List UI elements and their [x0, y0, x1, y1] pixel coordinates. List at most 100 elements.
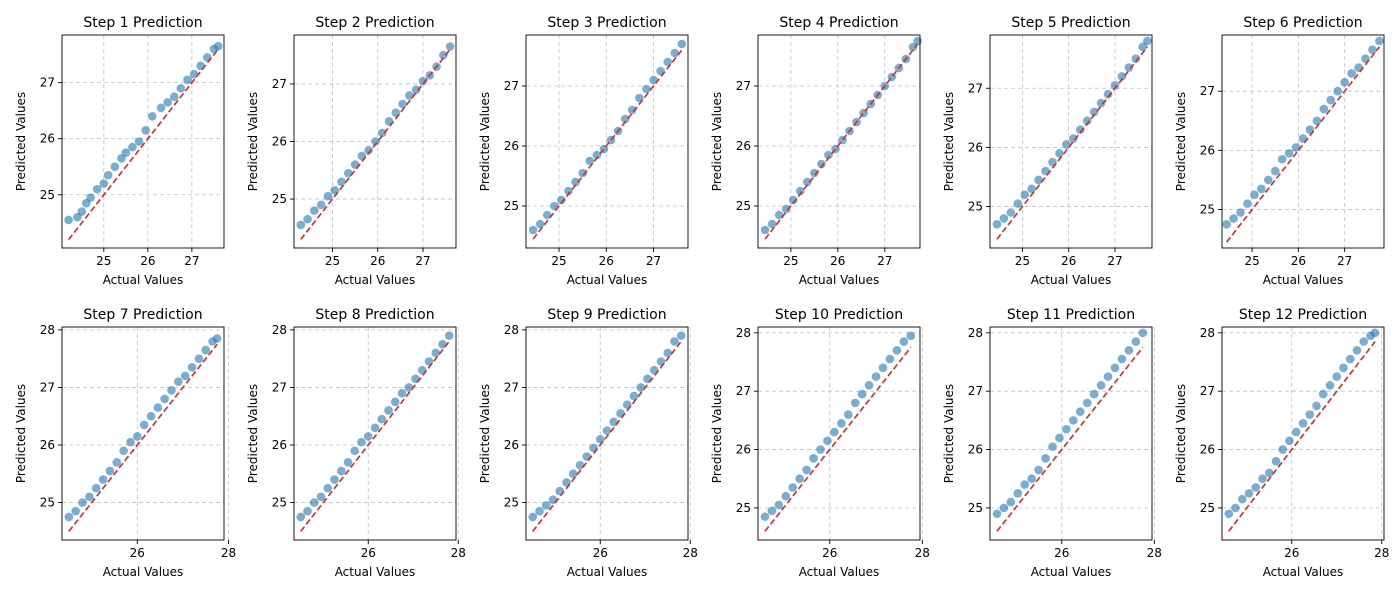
data-point	[1251, 483, 1261, 492]
data-point	[575, 460, 585, 470]
data-point	[91, 483, 101, 493]
identity-line	[996, 346, 1144, 532]
data-point	[557, 195, 566, 205]
data-point	[1138, 328, 1148, 338]
data-point	[535, 506, 544, 516]
y-tick-label: 27	[1200, 84, 1215, 98]
data-point	[105, 466, 115, 476]
data-point	[535, 219, 545, 229]
data-point	[663, 348, 673, 358]
data-point	[64, 215, 73, 225]
subplot-step-1: 25 26 27 25 26 27 Step 1 Prediction Actual Valu…	[14, 15, 225, 287]
data-point	[999, 214, 1009, 223]
data-point	[795, 474, 804, 484]
data-point	[1110, 363, 1120, 373]
data-point	[578, 168, 587, 178]
data-point	[350, 446, 360, 456]
data-point	[418, 76, 428, 86]
data-point	[1291, 143, 1301, 152]
data-point	[1131, 54, 1141, 63]
data-point	[760, 512, 770, 521]
data-point	[343, 457, 353, 467]
scatter-points	[528, 39, 687, 235]
y-tick-label: 28	[40, 323, 55, 337]
data-point	[781, 491, 791, 501]
scatter-points	[992, 36, 1152, 229]
y-tick-label: 25	[968, 501, 983, 515]
data-point	[1055, 149, 1064, 158]
data-point	[1013, 199, 1023, 208]
y-tick-label: 27	[272, 380, 287, 394]
y-tick-label: 27	[504, 380, 519, 394]
y-tick-label: 27	[40, 380, 55, 394]
x-tick-label: 26	[830, 254, 845, 268]
identity-line	[996, 46, 1149, 240]
identity-line	[1225, 46, 1381, 243]
scatter-points	[528, 331, 686, 522]
subplot-step-4: 25 26 27 25 26 27 Step 4 Prediction Actual Valu…	[710, 15, 922, 287]
x-tick-label: 25	[783, 254, 798, 268]
x-tick-label: 26	[1054, 546, 1069, 560]
data-point	[1257, 184, 1266, 194]
scatter-points	[992, 328, 1148, 519]
data-point	[1285, 436, 1294, 446]
y-tick-label: 26	[968, 443, 983, 457]
subplot-step-5: 25 26 27 25 26 27 Step 5 Prediction Actual Valu…	[942, 15, 1153, 287]
data-point	[809, 454, 818, 463]
x-tick-label: 26	[370, 254, 385, 268]
x-axis-label: Actual Values	[103, 273, 184, 287]
data-point	[98, 475, 108, 484]
subplot-grid: 25 26 27 25 26 27 Step 1 Prediction Actual Valu…	[14, 15, 1389, 579]
data-point	[176, 83, 186, 93]
data-point	[1075, 407, 1085, 416]
data-point	[1339, 363, 1348, 373]
data-point	[404, 383, 414, 392]
data-point	[163, 97, 172, 107]
data-point	[1131, 337, 1141, 346]
data-point	[1264, 468, 1274, 478]
data-point	[528, 225, 538, 235]
scatter-points	[1224, 328, 1380, 519]
x-axis-label: Actual Values	[799, 565, 880, 579]
identity-line	[300, 48, 451, 240]
data-point	[444, 331, 454, 340]
y-tick-label: 26	[1200, 143, 1215, 157]
data-point	[357, 437, 366, 447]
y-tick-label: 25	[968, 200, 983, 214]
x-tick-label: 26	[822, 546, 837, 560]
subplot-title: Step 8 Prediction	[315, 307, 434, 323]
subplot-title: Step 1 Prediction	[83, 15, 202, 31]
y-tick-label: 26	[40, 438, 55, 452]
x-tick-label: 26	[130, 546, 145, 560]
x-axis-label: Actual Values	[1263, 565, 1344, 579]
data-point	[110, 162, 120, 172]
data-point	[1048, 442, 1057, 451]
data-point	[670, 48, 680, 58]
data-point	[398, 99, 407, 109]
identity-line	[1228, 341, 1376, 532]
data-point	[103, 170, 113, 180]
scatter-points	[760, 36, 922, 235]
data-point	[363, 432, 373, 441]
subplot-step-9: 26 28 25 26 27 28 Step 9 Prediction Actual Valu…	[478, 307, 698, 579]
data-point	[802, 465, 811, 475]
data-point	[1082, 116, 1092, 126]
data-point	[676, 331, 686, 340]
subplot-title: Step 10 Prediction	[775, 307, 903, 323]
subplot-title: Step 4 Prediction	[779, 15, 898, 31]
identity-line	[67, 48, 219, 241]
x-tick-label: 28	[683, 546, 698, 560]
data-point	[397, 388, 407, 398]
y-tick-label: 28	[1200, 326, 1215, 340]
data-point	[992, 220, 1002, 229]
data-point	[642, 84, 651, 94]
data-point	[1244, 489, 1254, 498]
identity-line	[532, 49, 683, 240]
y-tick-label: 28	[272, 323, 287, 337]
identity-line	[68, 343, 218, 532]
data-point	[141, 125, 150, 135]
identity-line	[300, 340, 450, 532]
identity-line	[764, 43, 919, 240]
data-point	[992, 509, 1002, 519]
